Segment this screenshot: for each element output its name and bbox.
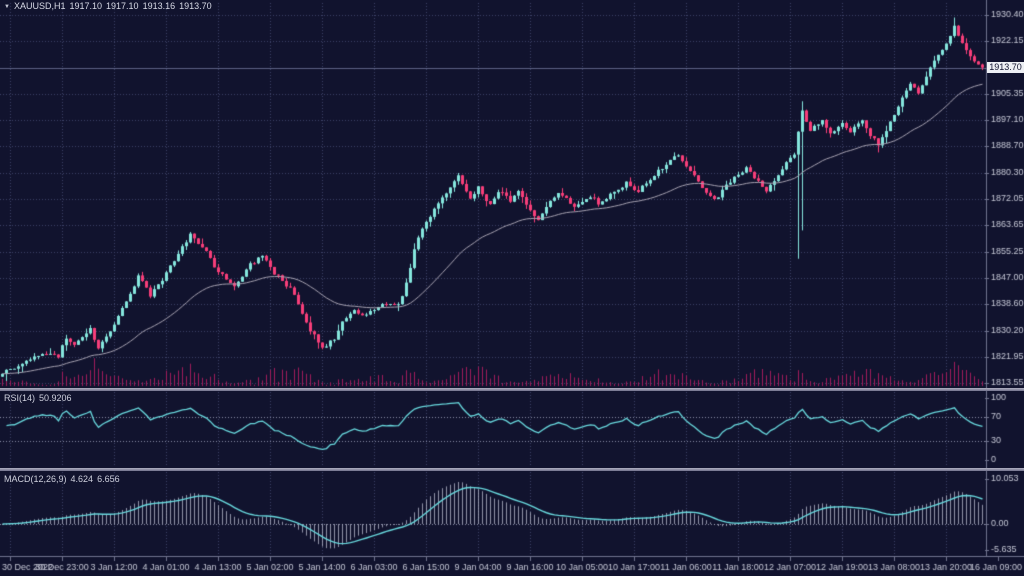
macd-label: MACD(12,26,9) 4.624 6.656 [4,474,124,484]
panel-splitter-rsi[interactable] [0,388,1024,391]
quote-open: 1917.10 [69,1,103,11]
rsi-name: RSI(14) [4,393,36,403]
quote-bar[interactable]: ▼ XAUUSD,H1 1917.10 1917.10 1913.16 1913.70 [4,1,216,11]
quote-high: 1917.10 [106,1,139,11]
current-price-tag: 1913.70 [987,62,1024,73]
time-axis[interactable] [0,558,1024,576]
macd-name: MACD(12,26,9) [4,474,67,484]
price-axis[interactable] [987,0,1024,556]
symbol-label: XAUUSD,H1 [13,1,66,11]
quote-close: 1913.70 [179,1,212,11]
panel-splitter-macd[interactable] [0,468,1024,471]
quote-low: 1913.16 [142,1,176,11]
macd-value-main: 4.624 [70,474,94,484]
symbol-dropdown-icon[interactable]: ▼ [4,4,10,10]
rsi-value: 50.9206 [39,393,72,403]
macd-value-signal: 6.656 [97,474,120,484]
rsi-label: RSI(14) 50.9206 [4,393,76,403]
